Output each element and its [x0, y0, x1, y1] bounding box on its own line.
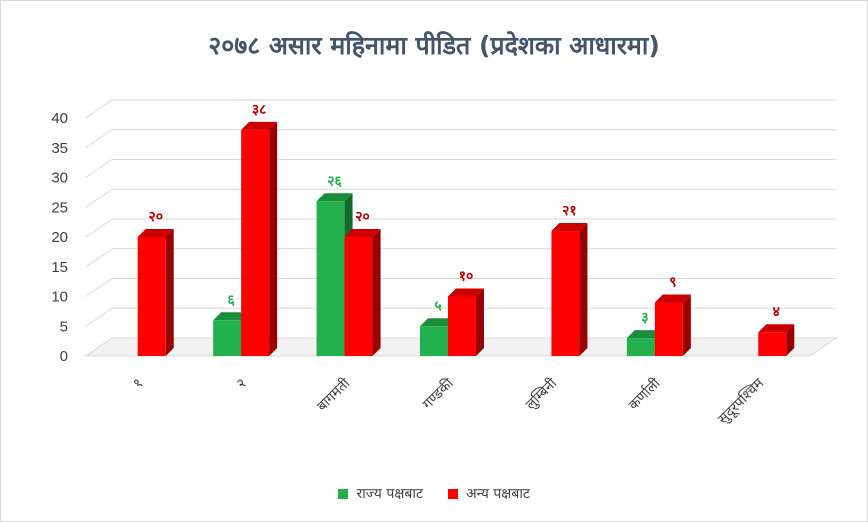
x-tick-label: लुम्बिनी: [522, 375, 560, 413]
bar-top: [420, 318, 456, 327]
gridline-side: [85, 307, 113, 327]
bar: [626, 338, 655, 356]
gridline-side: [85, 129, 113, 149]
y-tick-label: 40: [51, 110, 68, 127]
legend: राज्य पक्षबाट अन्य पक्षबाट: [0, 484, 868, 503]
bar-side: [682, 294, 691, 356]
bar-top: [213, 312, 250, 321]
chart-title: २०७८ असार महिनामा पीडित (प्रदेशका आधारमा…: [208, 31, 660, 60]
bar-top: [137, 229, 174, 237]
y-tick-label: 5: [60, 318, 68, 335]
bar-side: [269, 121, 278, 357]
bar: [344, 237, 373, 356]
legend-item-state: राज्य पक्षबाट: [337, 484, 424, 503]
x-tick-label: बागमती: [313, 375, 353, 415]
bar: [420, 326, 448, 356]
gridline-side: [85, 278, 113, 297]
bar: [137, 237, 166, 356]
gridline-side: [85, 248, 113, 268]
data-label: ९: [669, 274, 676, 290]
bar-side: [786, 324, 795, 356]
bar-side: [372, 229, 381, 356]
legend-label-other: अन्य पक्षबाट: [465, 486, 531, 502]
x-tick-label: २: [234, 376, 250, 392]
bar-side: [476, 288, 484, 356]
y-tick-label: 25: [51, 199, 68, 216]
bar-top: [241, 121, 278, 130]
x-tick-label: गण्डकी: [419, 375, 457, 413]
bar-top: [551, 223, 588, 232]
legend-swatch-state: [337, 489, 348, 499]
data-label: ५: [434, 298, 441, 314]
bar: [654, 302, 683, 356]
y-tick-label: 35: [51, 140, 68, 157]
y-tick-label: 10: [51, 289, 68, 306]
bar-top: [758, 324, 795, 333]
data-label: ६: [228, 292, 236, 308]
bar-top: [626, 330, 663, 339]
gridline-side: [85, 159, 113, 178]
bar-top: [448, 288, 484, 297]
gridline-side: [85, 337, 113, 357]
y-tick-label: 0: [60, 348, 68, 365]
y-tick-label: 20: [51, 229, 68, 246]
bar-side: [579, 223, 588, 356]
bar: [448, 296, 476, 356]
y-tick-label: 15: [51, 259, 68, 276]
bar-top: [654, 294, 691, 303]
gridline-side: [85, 188, 113, 208]
bar-top: [316, 193, 353, 202]
x-tick-label: सुदूरपश्चिम: [714, 374, 768, 428]
bar: [758, 332, 787, 356]
data-label: ३: [641, 310, 648, 326]
gridline-side: [85, 218, 113, 238]
data-label: ४: [773, 304, 780, 320]
data-label: २१: [562, 203, 577, 219]
bar: [551, 231, 580, 356]
data-label: २०: [355, 209, 370, 225]
data-label: १०: [459, 269, 474, 285]
y-tick-label: 30: [51, 170, 68, 187]
bar-top: [344, 229, 381, 237]
bar: [316, 201, 345, 356]
legend-swatch-other: [447, 489, 458, 499]
bar-side: [165, 229, 174, 356]
data-label: २०: [148, 209, 163, 225]
gridline-side: [85, 99, 113, 119]
bar: [241, 129, 270, 356]
x-tick-label: कर्णाली: [625, 375, 664, 414]
bar: [213, 320, 242, 356]
data-label: ३८: [252, 102, 267, 118]
legend-item-other: अन्य पक्षबाट: [447, 484, 531, 503]
x-tick-label: १: [130, 376, 146, 392]
bar-chart: 0 5 10 15 20 25 30 35 40 २० १ ६ ३८ २ २६ २० बागमती ५ १० गण्ड…: [51, 99, 838, 428]
legend-label-state: राज्य पक्षबाट: [356, 486, 424, 502]
data-label: २६: [327, 173, 342, 189]
